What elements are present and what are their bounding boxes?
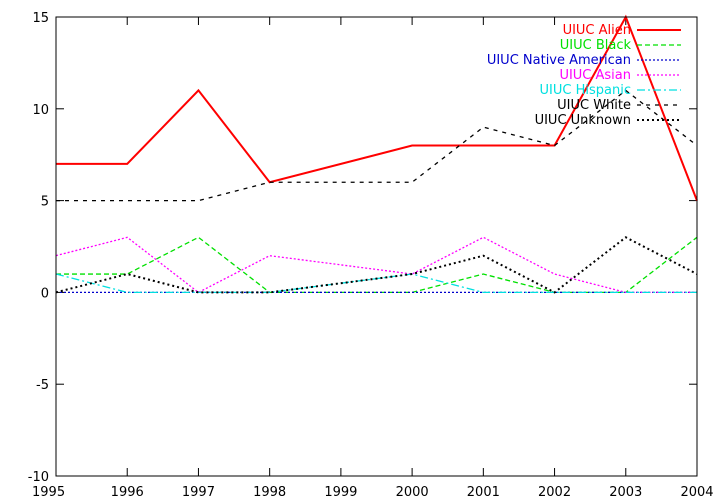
x-axis-ticks: 1995 1996 1997 1998 1999 2000 2001 2002 2003 2004 [32,17,714,500]
legend-label: UIUC Asian [559,68,631,83]
series-line-uiuc-unknown [55,236,698,294]
plot-frame [55,16,698,477]
x-tick-label: 1996 [111,485,144,500]
y-tick-label: 5 [41,195,49,210]
legend-label: UIUC White [557,98,631,113]
legend-label: UIUC Black [560,38,632,53]
series-line-uiuc-black [56,236,698,294]
y-tick-label: 15 [32,11,49,26]
y-tick-label: -5 [36,378,49,393]
y-tick-label: 0 [41,286,49,301]
x-tick-label: 2004 [680,485,713,500]
x-tick-label: 2002 [538,485,571,500]
y-tick-label: 10 [32,103,49,118]
x-tick-label: 2003 [609,485,642,500]
legend-label: UIUC Alien [563,23,631,38]
series-line-uiuc-asian [55,236,697,294]
legend-label: UIUC Unknown [535,113,631,128]
x-tick-label: 1999 [324,485,357,500]
x-tick-label: 2001 [467,485,500,500]
series-lines [55,14,698,294]
legend-label: UIUC Hispanic [540,83,631,98]
x-tick-label: 2000 [396,485,429,500]
x-tick-label: 1998 [253,485,286,500]
x-tick-label: 1995 [32,485,65,500]
x-tick-label: 1997 [182,485,215,500]
legend-label: UIUC Native American [487,53,631,68]
y-tick-label: -10 [28,470,49,485]
series-line-uiuc-hispanic [55,273,697,294]
